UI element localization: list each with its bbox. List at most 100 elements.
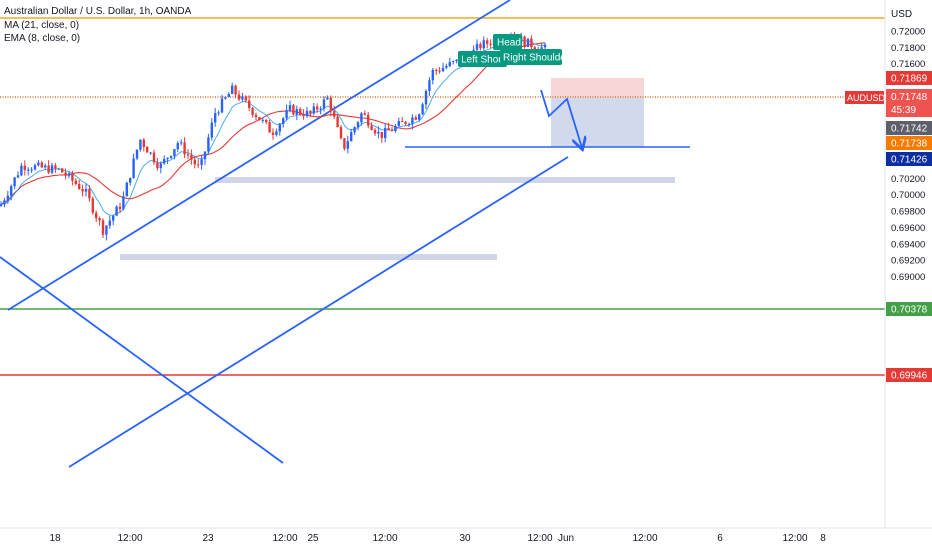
candle-body: [299, 109, 302, 115]
candle-body: [387, 128, 390, 131]
candle-body: [248, 100, 251, 108]
projection-path[interactable]: [540, 89, 582, 148]
channel-lower[interactable]: [68, 156, 569, 468]
candle-body: [367, 114, 370, 126]
price-label-green: 0.70378: [886, 302, 932, 316]
ema-8-line[interactable]: [0, 39, 546, 216]
y-tick-label: 0.71800: [891, 43, 925, 54]
candle-body: [169, 155, 173, 158]
candle-body: [373, 129, 377, 134]
candle-body: [475, 43, 479, 50]
price-axis[interactable]: USD 0.720000.718000.716000.714000.712000…: [845, 0, 932, 528]
price-label-red: 0.69946: [886, 368, 932, 382]
candle-body: [98, 218, 101, 221]
candle-body: [309, 110, 312, 114]
time-axis[interactable]: 18 12:00 23 12:00 25 12:00 30 12:00 Jun 12:00 6 12:…: [0, 527, 932, 544]
price-label-current: 0.71748 45:39: [886, 89, 932, 117]
symbol-title[interactable]: Australian Dollar / U.S. Dollar, 1h, OAN…: [4, 6, 192, 17]
y-tick-label: 0.69400: [891, 239, 925, 250]
head-label[interactable]: Head: [493, 34, 522, 50]
candle-body: [401, 121, 404, 123]
candle-body: [302, 114, 305, 117]
candle-body: [326, 97, 329, 100]
candle-body: [523, 36, 526, 47]
candle-body: [27, 169, 30, 171]
candle-body: [81, 189, 84, 192]
candle-body: [414, 117, 417, 120]
candle-body: [533, 47, 536, 50]
ma-21-line[interactable]: [0, 42, 546, 205]
candle-body: [384, 128, 387, 139]
candle-body: [237, 94, 241, 100]
right-shoulder-label[interactable]: Right Shoulder: [500, 49, 570, 65]
y-tick-label: 0.72000: [891, 27, 925, 38]
candle-body: [295, 109, 298, 115]
ma-indicator-label[interactable]: MA (21, close, 0): [4, 19, 80, 31]
candle-body: [20, 165, 23, 176]
candle-body: [452, 61, 455, 63]
candle-body: [78, 184, 81, 190]
y-tick-label: 0.69000: [891, 272, 925, 283]
price-label-high: 0.71869: [886, 71, 932, 85]
left-shoulder-label[interactable]: Left Shoulder: [458, 51, 521, 67]
candle-body: [33, 165, 37, 170]
candle-body: [526, 38, 530, 47]
candle-body: [95, 212, 98, 219]
candle-body: [64, 172, 67, 176]
x-tick-label: 25: [307, 533, 319, 544]
stop-zone: [551, 78, 644, 98]
candle-body: [234, 85, 237, 95]
candle-body: [135, 149, 139, 159]
right-shoulder-text: Right Shoulder: [503, 53, 570, 64]
candle-body: [418, 114, 421, 120]
x-tick-label: 18: [49, 533, 61, 544]
candle-body: [186, 154, 190, 156]
candle-body: [244, 96, 247, 101]
candle-body: [180, 142, 183, 144]
falling-trendline[interactable]: [0, 256, 284, 464]
candle-body: [115, 206, 118, 216]
channel-upper[interactable]: [7, 0, 511, 311]
candle-body: [441, 67, 445, 72]
candle-body: [6, 195, 9, 201]
candle-body: [37, 162, 40, 166]
candle-body: [329, 97, 332, 112]
price-label-current-value: 0.71748: [891, 92, 928, 103]
price-label-navy: 0.71426: [886, 152, 932, 166]
candle-body: [380, 132, 383, 139]
candle-body: [265, 119, 268, 123]
candle-body: [67, 173, 71, 176]
head-text: Head: [497, 38, 521, 49]
candle-body: [363, 113, 366, 115]
candle-body: [57, 168, 60, 170]
candle-body: [108, 220, 111, 226]
x-tick-label: 12:00: [117, 533, 142, 544]
candle-body: [312, 106, 315, 114]
candle-body: [10, 186, 13, 196]
candle-body: [322, 99, 326, 109]
candle-body: [159, 163, 162, 169]
x-tick-label: 12:00: [272, 533, 297, 544]
candle-body: [370, 125, 373, 130]
price-label-countdown: 45:39: [891, 105, 916, 116]
candle-body: [258, 117, 261, 121]
zone-lower: [120, 254, 497, 260]
candle-body: [217, 112, 220, 114]
candle-body: [23, 165, 26, 170]
candle-body: [448, 61, 451, 67]
x-tick-label: 30: [459, 533, 471, 544]
candle-body: [241, 96, 244, 100]
candle-body: [54, 165, 57, 169]
candle-body: [224, 97, 227, 99]
candle-body: [207, 137, 210, 152]
price-label-navy-text: 0.71426: [891, 155, 928, 166]
ema-indicator-label[interactable]: EMA (8, close, 0): [4, 33, 81, 44]
candle-body: [319, 108, 322, 110]
candle-body: [149, 152, 152, 154]
price-label-orange-text: 0.71738: [891, 139, 928, 150]
candle-body: [455, 59, 458, 62]
candle-body: [489, 43, 492, 45]
candle-body: [112, 215, 115, 221]
candle-body: [305, 110, 309, 117]
